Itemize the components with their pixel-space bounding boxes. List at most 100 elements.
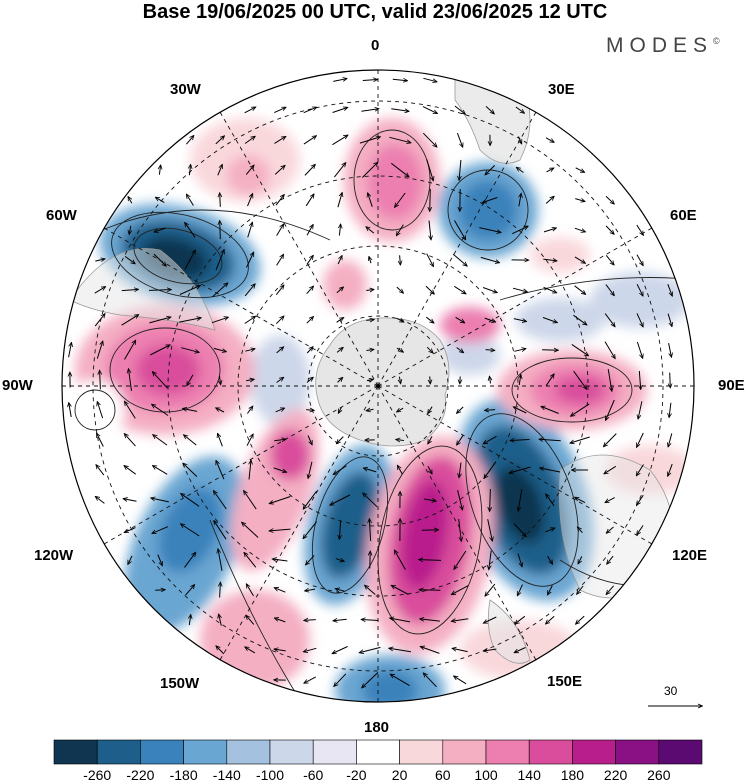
wind-vector xyxy=(398,466,403,475)
wind-vector xyxy=(452,253,467,266)
wind-vector xyxy=(244,553,257,568)
wind-vector xyxy=(518,489,523,511)
wind-vector xyxy=(574,285,586,294)
wind-vector xyxy=(96,341,102,359)
wind-vector xyxy=(274,137,286,144)
wind-vector xyxy=(125,434,136,447)
wind-vector xyxy=(275,588,286,593)
wind-vector xyxy=(217,165,222,176)
wind-vector xyxy=(306,286,314,295)
wind-vector xyxy=(668,343,672,357)
wind-vector xyxy=(545,528,555,533)
wind-vector xyxy=(400,255,401,264)
colorbar-swatch xyxy=(658,739,703,765)
wind-vector xyxy=(637,464,644,476)
wind-vector xyxy=(425,285,434,294)
wind-vector xyxy=(389,136,410,142)
lon-label-120w: 120W xyxy=(34,547,74,564)
wind-vector xyxy=(219,614,222,626)
colorbar-tick-label: 20 xyxy=(391,767,408,783)
wind-vector xyxy=(249,461,251,480)
colorbar-swatch xyxy=(399,739,444,765)
lon-label-60e: 60E xyxy=(670,207,697,224)
colorbar-tick-label: 220 xyxy=(603,767,628,783)
wind-vector xyxy=(509,466,531,473)
colorbar-tick-label: -220 xyxy=(126,767,155,783)
wind-vector xyxy=(637,525,644,534)
wind-vector xyxy=(419,560,442,561)
wind-vector xyxy=(275,195,284,206)
wind-vector xyxy=(179,318,201,323)
wind-vector xyxy=(395,192,406,207)
wind-vector xyxy=(152,405,169,416)
wind-vector xyxy=(244,107,256,114)
wind-vector xyxy=(215,250,224,271)
wind-vector xyxy=(339,406,342,413)
wind-vector xyxy=(539,439,561,440)
wind-vector xyxy=(336,589,345,591)
wind-vector xyxy=(543,286,557,292)
wind-vector xyxy=(668,463,673,476)
wind-vector xyxy=(369,519,370,542)
colorbar-swatch xyxy=(528,739,573,765)
wind-vector xyxy=(547,555,553,564)
wind-vector xyxy=(390,618,411,623)
wind-vector xyxy=(185,585,195,596)
wind-vector xyxy=(148,290,171,291)
wind-vector xyxy=(519,136,522,144)
colorbar-swatch xyxy=(312,739,357,765)
graticule xyxy=(62,70,694,702)
wind-vector xyxy=(605,254,614,264)
wind-vector xyxy=(458,519,462,541)
wind-vector xyxy=(273,559,288,561)
wind-vector xyxy=(515,615,526,623)
wind-vector xyxy=(366,227,375,234)
wind-vector xyxy=(276,378,284,383)
wind-vector xyxy=(336,348,343,353)
wind-vector xyxy=(546,615,555,624)
wind-vector xyxy=(244,137,255,144)
wind-vector xyxy=(274,107,285,114)
wind-vector xyxy=(428,406,433,414)
colorbar-swatch xyxy=(442,739,487,765)
wind-vector xyxy=(276,224,284,236)
wind-vector xyxy=(216,646,225,655)
wind-vector xyxy=(68,343,72,358)
colorbar-tick-label: 140 xyxy=(517,767,541,783)
wind-vector xyxy=(100,371,101,390)
wind-vector xyxy=(668,433,673,446)
wind-vector xyxy=(607,369,612,391)
brand-mark: © xyxy=(713,36,720,46)
wind-vector xyxy=(543,228,556,233)
wind-vector xyxy=(184,435,197,446)
wind-vector xyxy=(303,136,316,145)
wind-vector xyxy=(308,461,313,478)
wind-vector xyxy=(95,259,104,261)
wind-vector xyxy=(244,317,255,324)
wind-vector xyxy=(399,376,400,384)
wind-vector xyxy=(577,585,584,594)
wind-vector xyxy=(220,193,221,207)
wind-vector xyxy=(426,346,433,353)
map-boundary xyxy=(61,69,695,703)
wind-vector xyxy=(337,256,342,265)
colorbar-swatch xyxy=(183,739,228,765)
wind-vector xyxy=(306,555,315,564)
wind-vector xyxy=(519,194,521,207)
wind-vector xyxy=(306,317,313,324)
wind-vector xyxy=(246,434,253,446)
wind-vector xyxy=(181,347,199,353)
wind-vector xyxy=(275,618,286,623)
wind-vector xyxy=(187,374,194,386)
wind-vector xyxy=(574,256,585,263)
wind-vector xyxy=(154,227,166,232)
wind-vector xyxy=(604,341,615,359)
wind-vector xyxy=(155,590,165,591)
wind-vector xyxy=(214,491,227,510)
wind-vector xyxy=(515,106,524,113)
wind-vector xyxy=(573,370,587,389)
wind-vector xyxy=(578,556,583,563)
wind-vector xyxy=(575,497,586,504)
wind-vector xyxy=(121,315,139,326)
